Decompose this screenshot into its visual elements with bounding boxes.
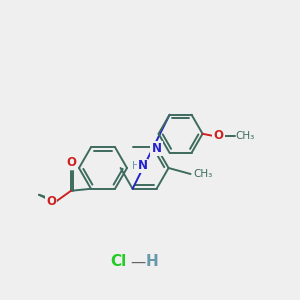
- Text: H: H: [146, 254, 158, 269]
- Text: —: —: [130, 254, 146, 269]
- Text: Cl: Cl: [110, 254, 126, 269]
- Text: CH₃: CH₃: [194, 169, 213, 179]
- Text: O: O: [46, 195, 56, 208]
- Text: O: O: [66, 156, 76, 169]
- Text: H: H: [132, 161, 140, 171]
- Text: CH₃: CH₃: [236, 131, 255, 141]
- Text: N: N: [152, 142, 162, 155]
- Text: O: O: [214, 129, 224, 142]
- Text: N: N: [138, 159, 148, 172]
